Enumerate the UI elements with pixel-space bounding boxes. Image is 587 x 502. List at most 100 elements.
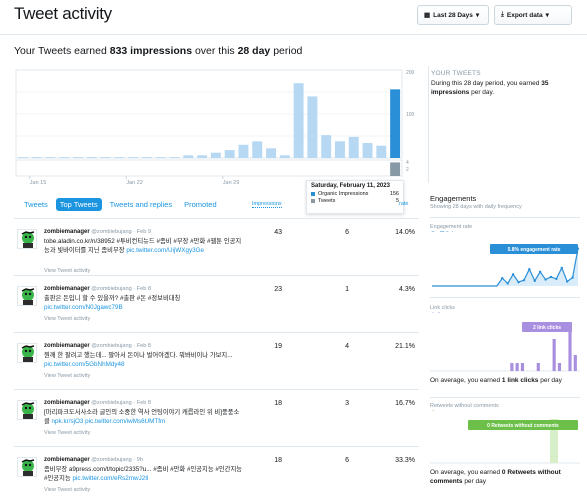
impressions-bar[interactable] xyxy=(376,145,387,158)
view-tweet-activity-link[interactable]: View Tweet activity xyxy=(44,316,91,322)
impressions-bar[interactable] xyxy=(293,83,304,158)
rate-point[interactable] xyxy=(555,277,558,281)
rt-foot-suffix: per day xyxy=(462,478,487,485)
tab-tweets[interactable]: Tweets xyxy=(24,200,48,209)
tweet-author[interactable]: zombiemanager @zombiebujang · 9h xyxy=(44,457,143,463)
tweets-bar[interactable] xyxy=(390,162,401,176)
tweet-link[interactable]: pic.twitter.com/eRs2mwJ2Il xyxy=(72,475,149,482)
tab-top-tweets[interactable]: Top Tweets xyxy=(55,198,102,211)
impressions-bar[interactable] xyxy=(169,157,180,158)
tweet-text[interactable]: 뭔깨 한 팔려고 했는데... 팔아서 돈이나 벌어야겠다. 뭐봐비이나 가보지… xyxy=(44,351,244,369)
view-tweet-activity-link[interactable]: View Tweet activity xyxy=(44,430,91,436)
impressions-bar[interactable] xyxy=(238,144,249,158)
impressions-bar[interactable] xyxy=(321,135,332,158)
clicks-bar[interactable] xyxy=(568,323,572,371)
impressions-bar[interactable] xyxy=(252,141,263,158)
tweet-author[interactable]: zombiemanager @zombiebujang · Feb 8 xyxy=(44,400,151,406)
clicks-bar[interactable] xyxy=(536,363,540,371)
impressions-bar[interactable] xyxy=(197,155,208,158)
clicks-bar[interactable] xyxy=(557,363,562,371)
impressions-bar[interactable] xyxy=(31,157,42,158)
tooltip-tweets-row: Tweets 5 xyxy=(311,198,399,204)
tweet-row[interactable]: zombiemanager @zombiebujang · 9h 좀비부장 a9… xyxy=(14,446,419,502)
zombie-avatar-icon xyxy=(18,287,36,305)
rate-point[interactable] xyxy=(517,280,520,284)
impressions-bar[interactable] xyxy=(266,148,276,158)
impressions-bar[interactable] xyxy=(128,157,139,158)
impressions-bar[interactable] xyxy=(210,152,221,158)
tweet-link[interactable]: pic.twitter.com/5GbNhMdy48 xyxy=(44,361,125,368)
tweet-text[interactable]: 출판은 돈입니 할 수 있을까? #출판 #돈 #정보비대칭 pic.twitt… xyxy=(44,294,244,312)
tab-promoted[interactable]: Promoted xyxy=(184,200,217,209)
tweet-row[interactable]: zombiemanager @zombiebujang · Feb 8 출판은 … xyxy=(14,275,419,331)
rate-point[interactable] xyxy=(544,278,547,281)
impressions-column-header[interactable]: Impressions xyxy=(252,201,282,208)
retweets-chart[interactable]: Feb 110 Retweets without comments xyxy=(430,411,580,465)
x-tick-label: Jan 22 xyxy=(126,180,143,186)
tab-tweets-and-replies[interactable]: Tweets and replies xyxy=(109,200,173,209)
clicks-bar[interactable] xyxy=(510,363,514,371)
tweet-author[interactable]: zombiemanager @zombiebujang · Feb 9 xyxy=(44,229,151,235)
organic-swatch xyxy=(311,192,315,196)
impressions-bar[interactable] xyxy=(224,150,235,158)
clicks-bar[interactable] xyxy=(520,363,525,371)
tweet-link[interactable]: npk.kr/sjO3 pic.twitter.com/iwMs6UMTfm xyxy=(51,418,166,425)
tweet-text[interactable]: tobe.aladin.co.kr/n/38952 #투비컨티뉴드 #좀비 #부… xyxy=(44,237,244,255)
impressions-bar[interactable] xyxy=(390,89,401,158)
impressions-bar[interactable] xyxy=(348,136,359,158)
impressions-bar[interactable] xyxy=(307,96,318,158)
rate-point[interactable] xyxy=(565,280,569,283)
rate-point[interactable] xyxy=(538,270,542,273)
rate-point[interactable] xyxy=(549,275,553,279)
impressions-bar[interactable] xyxy=(100,157,111,158)
impressions-bar[interactable] xyxy=(335,141,345,158)
tweet-text[interactable]: [마리파크도서사소라 글인의 소중한 역사 언팅이야기 캐릅라인 위 비]풍풍소… xyxy=(44,408,244,426)
header-divider xyxy=(0,34,587,35)
rate-point[interactable] xyxy=(501,277,504,280)
view-tweet-activity-link[interactable]: View Tweet activity xyxy=(44,268,91,274)
tweet-engagements: 4 xyxy=(345,343,349,350)
rate-point[interactable] xyxy=(506,282,509,285)
view-tweet-activity-link[interactable]: View Tweet activity xyxy=(44,373,91,379)
rate-column-header[interactable]: rate xyxy=(399,201,409,207)
rate-point[interactable] xyxy=(533,279,536,283)
rate-point[interactable] xyxy=(511,273,515,276)
tweet-link[interactable]: pic.twitter.com/UijWXgy3Ge xyxy=(126,247,204,254)
impressions-bar[interactable] xyxy=(45,157,56,158)
download-icon: ⤓ xyxy=(501,11,504,18)
date-range-button[interactable]: ▦ Last 28 Days ▾ xyxy=(417,5,489,25)
clicks-bar[interactable] xyxy=(573,355,577,371)
impressions-bar[interactable] xyxy=(183,155,194,158)
export-data-button[interactable]: ⤓ Export data ▾ xyxy=(494,5,572,25)
impressions-chart[interactable]: 200 100 42 Jan 15 Jan 22 Jan 29 xyxy=(14,68,424,190)
engagement-rate-chart[interactable]: Feb 115.8% engagement rate xyxy=(430,232,580,290)
impressions-bar[interactable] xyxy=(362,143,373,158)
impressions-bar[interactable] xyxy=(73,157,83,158)
rate-point[interactable] xyxy=(560,266,563,270)
impressions-bar[interactable] xyxy=(86,157,97,158)
tweet-text[interactable]: 좀비부장 a9press.com/t/topic/2335?u... #좀비 #… xyxy=(44,465,244,483)
impressions-bar[interactable] xyxy=(17,157,28,158)
impressions-bar[interactable] xyxy=(142,157,152,158)
clicks-bar[interactable] xyxy=(552,339,556,371)
impressions-bar[interactable] xyxy=(279,155,290,158)
impressions-bar[interactable] xyxy=(114,157,125,158)
rate-point[interactable] xyxy=(571,276,574,279)
rate-point[interactable] xyxy=(522,278,526,282)
tweet-author[interactable]: zombiemanager @zombiebujang · Feb 8 xyxy=(44,343,151,349)
zombie-avatar-icon xyxy=(18,230,36,248)
view-tweet-activity-link[interactable]: View Tweet activity xyxy=(44,487,91,493)
your-tweets-line3: per day. xyxy=(469,88,495,96)
impressions-bar[interactable] xyxy=(155,157,166,158)
engagements-subtitle: Showing 28 days with daily frequency xyxy=(430,204,522,210)
link-clicks-chart[interactable]: Feb 11 2 link clicks xyxy=(430,313,580,373)
clicks-bar[interactable] xyxy=(515,363,519,371)
tweet-link[interactable]: pic.twitter.com/N0Jgawc79B xyxy=(44,304,123,311)
tweet-author[interactable]: zombiemanager @zombiebujang · Feb 8 xyxy=(44,286,151,292)
tweet-row[interactable]: zombiemanager @zombiebujang · Feb 9 tobe… xyxy=(14,218,419,274)
rate-point[interactable] xyxy=(528,268,531,271)
impressions-bar[interactable] xyxy=(59,157,70,158)
rt-bar[interactable] xyxy=(550,419,558,463)
tweet-row[interactable]: zombiemanager @zombiebujang · Feb 8 뭔깨 한… xyxy=(14,332,419,388)
tweet-row[interactable]: zombiemanager @zombiebujang · Feb 8 [마리파… xyxy=(14,389,419,445)
